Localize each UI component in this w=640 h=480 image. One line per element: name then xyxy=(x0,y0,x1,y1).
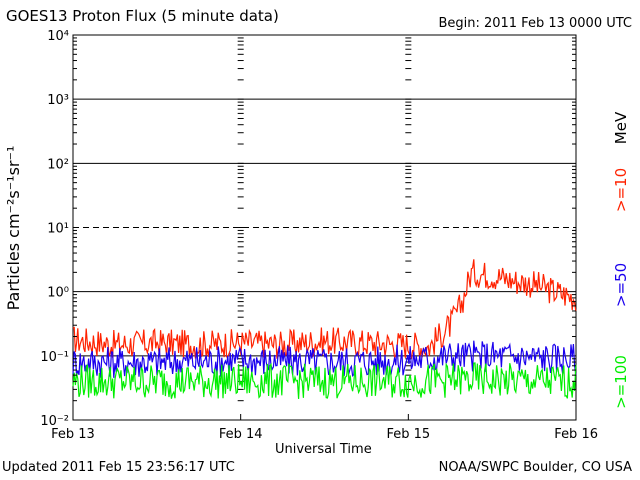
x-tick-label: Feb 13 xyxy=(51,427,95,442)
legend-label-3: >=100 xyxy=(612,355,630,409)
y-tick-label: 10⁴ xyxy=(47,29,69,44)
credit-text: NOAA/SWPC Boulder, CO USA xyxy=(438,460,632,475)
begin-time: Begin: 2011 Feb 13 0000 UTC xyxy=(438,16,632,31)
y-tick-label: 10⁻² xyxy=(40,414,69,429)
y-tick-label: 10³ xyxy=(47,93,69,108)
y-axis-title: Particles cm⁻²s⁻¹sr⁻¹ xyxy=(4,146,23,311)
x-tick-label: Feb 14 xyxy=(219,427,263,442)
updated-timestamp: Updated 2011 Feb 15 23:56:17 UTC xyxy=(2,460,235,475)
x-tick-label: Feb 16 xyxy=(554,427,598,442)
axes: 10⁻² 10⁻¹ 10⁰ 10¹ 10² 10³ 10⁴ Feb 13 Feb 14 Feb 1… xyxy=(40,29,598,442)
legend-label-2: >=50 xyxy=(612,263,630,307)
legend: >=10 >=50 >=100 xyxy=(612,168,630,409)
y-tick-label: 10⁻¹ xyxy=(40,350,69,365)
series-line-2 xyxy=(72,340,577,378)
y-tick-label: 10² xyxy=(47,157,69,172)
series-line-1 xyxy=(72,259,577,360)
chart-title: GOES13 Proton Flux (5 minute data) xyxy=(6,7,279,25)
legend-label-1: >=10 xyxy=(612,168,630,212)
legend-units: MeV xyxy=(612,111,630,144)
x-axis-title: Universal Time xyxy=(275,442,372,457)
y-tick-label: 10⁰ xyxy=(47,286,69,301)
x-tick-label: Feb 15 xyxy=(386,427,430,442)
series-line-3 xyxy=(72,362,577,399)
y-tick-label: 10¹ xyxy=(47,222,69,237)
series-layer xyxy=(72,259,577,399)
